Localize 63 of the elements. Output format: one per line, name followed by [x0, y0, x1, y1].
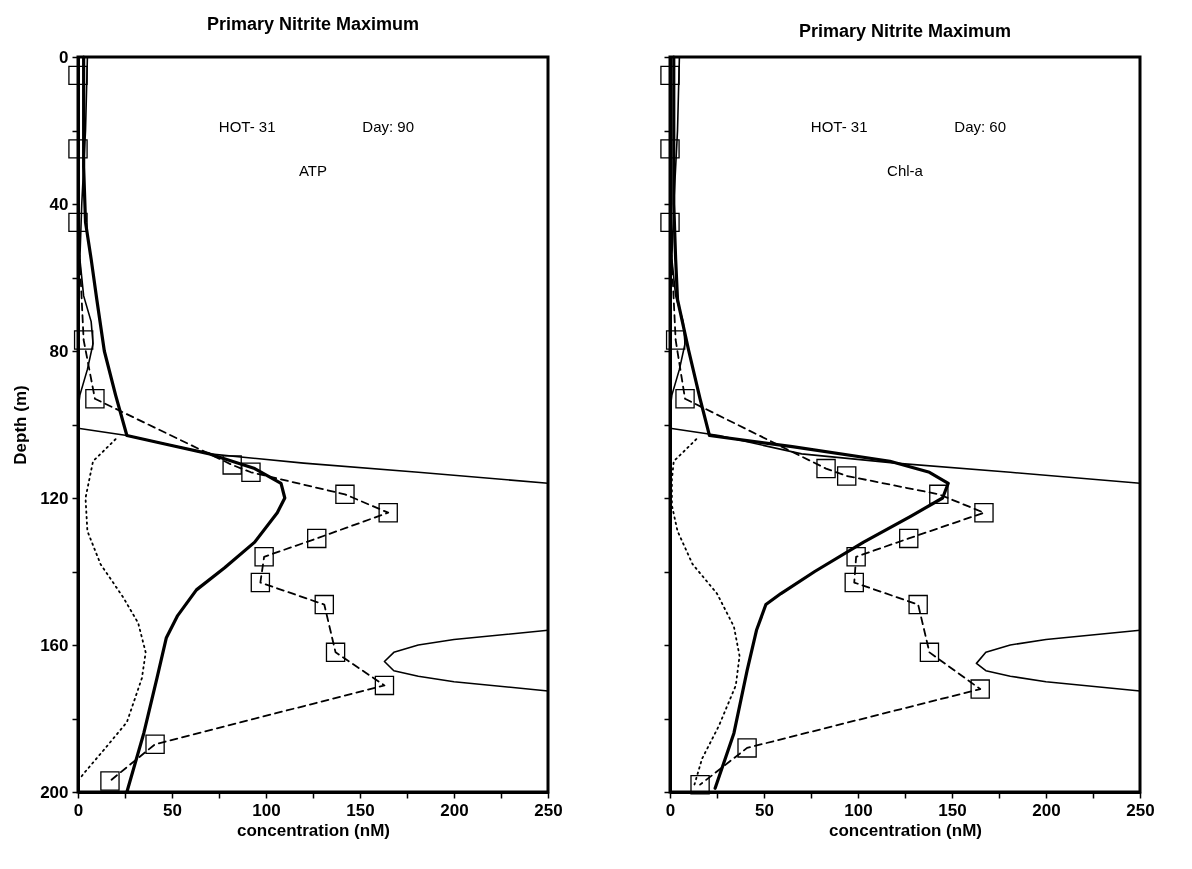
chart-title: Primary Nitrite Maximum — [206, 14, 420, 34]
point — [737, 738, 757, 758]
annotation: HOT- 31 — [218, 117, 276, 135]
point — [100, 771, 120, 791]
point — [816, 458, 836, 479]
x-tick-label: 0 — [665, 800, 676, 820]
point — [68, 139, 88, 159]
x-tick-label: 50 — [163, 800, 182, 820]
y-tick-label: 80 — [49, 341, 69, 361]
y-tick-label: 160 — [40, 635, 69, 655]
point — [919, 642, 940, 663]
point — [325, 642, 346, 663]
x-tick-label: 250 — [534, 800, 563, 820]
point — [335, 484, 355, 505]
x-axis-title: concentration (nM) — [237, 820, 390, 840]
point — [68, 212, 88, 233]
x-tick-label: 150 — [346, 800, 375, 820]
chart-title: Primary Nitrite Maximum — [798, 21, 1012, 42]
point — [660, 139, 680, 159]
x-axis-title: concentration (nM) — [829, 820, 982, 840]
y-tick-label: 120 — [40, 488, 69, 508]
x-tick-label: 200 — [1032, 800, 1061, 820]
point — [660, 65, 680, 86]
x-tick-label: 50 — [755, 800, 774, 820]
point — [908, 594, 928, 615]
point — [836, 466, 857, 486]
point — [660, 212, 680, 233]
annotation: Day: 90 — [362, 117, 415, 135]
point — [899, 528, 919, 549]
point — [844, 572, 864, 593]
point — [85, 389, 105, 409]
y-axis-title: Depth (m) — [11, 385, 31, 465]
point — [73, 330, 94, 350]
point — [254, 547, 274, 567]
point — [145, 734, 165, 754]
point — [222, 455, 242, 475]
point — [68, 65, 88, 86]
annotation: Chl-a — [887, 161, 924, 179]
x-tick-label: 100 — [252, 800, 281, 820]
y-tick-label: 0 — [59, 47, 69, 67]
annotation: Day: 60 — [954, 117, 1007, 135]
y-tick-label: 40 — [49, 194, 69, 214]
y-tick-label: 200 — [40, 782, 69, 802]
x-tick-label: 250 — [1126, 800, 1155, 820]
annotation: HOT- 31 — [810, 117, 868, 135]
point — [374, 675, 395, 696]
point — [970, 679, 990, 699]
annotation: ATP — [298, 161, 328, 179]
x-tick-label: 150 — [938, 800, 967, 820]
point — [974, 502, 994, 523]
point — [307, 528, 327, 549]
point — [690, 774, 710, 795]
x-tick-label: 200 — [440, 800, 469, 820]
point — [314, 594, 335, 615]
point — [378, 502, 398, 523]
point — [665, 330, 686, 350]
point — [675, 389, 695, 409]
x-tick-label: 100 — [844, 800, 873, 820]
point — [846, 547, 866, 567]
x-tick-label: 0 — [73, 800, 84, 820]
point — [241, 462, 261, 483]
point — [929, 484, 949, 505]
point — [250, 572, 271, 593]
